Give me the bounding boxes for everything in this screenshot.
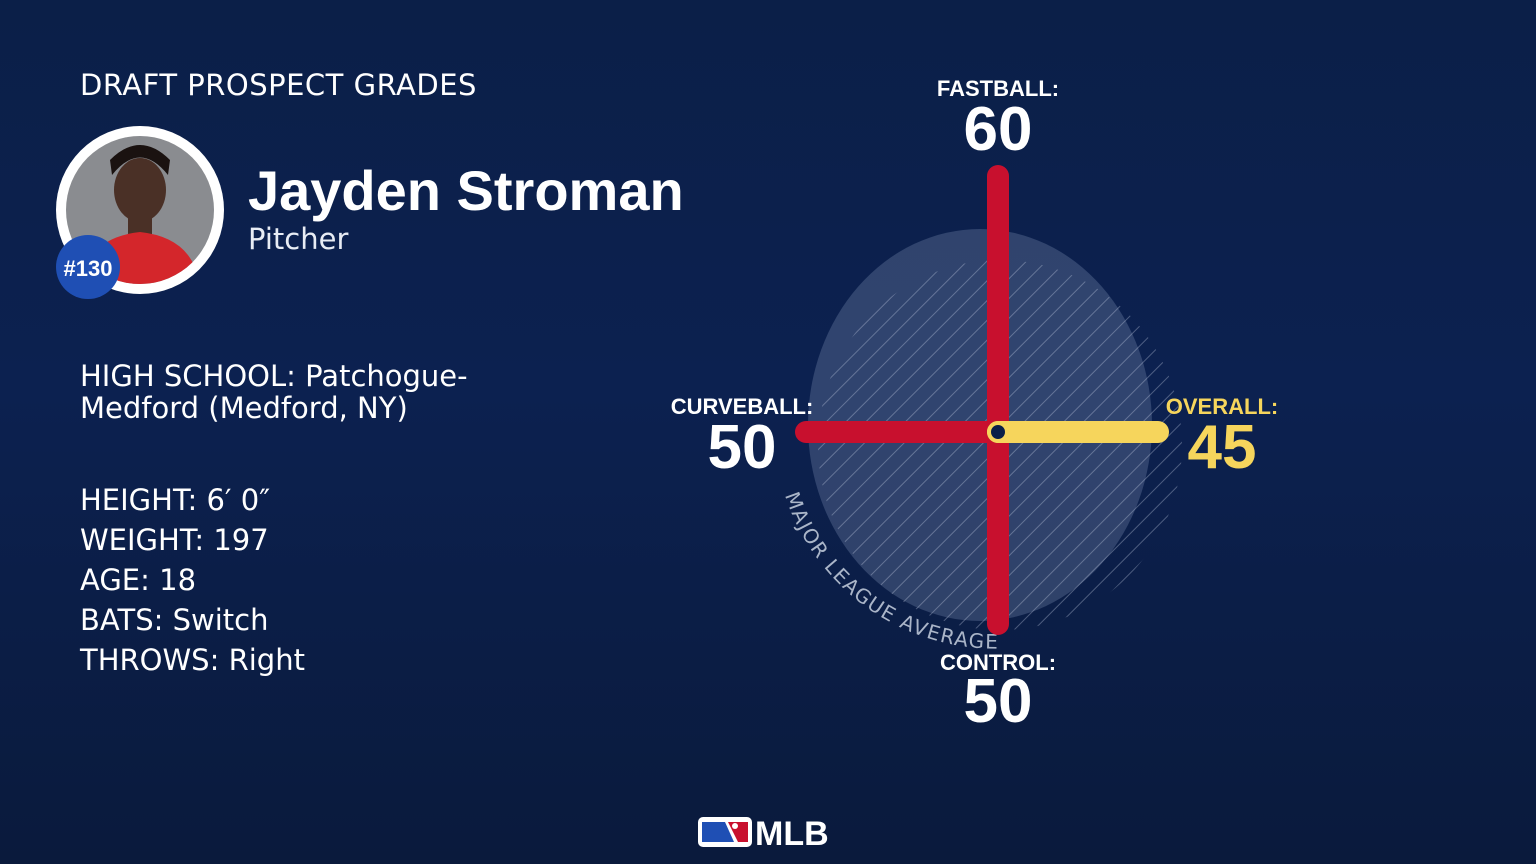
school: HIGH SCHOOL: Patchogue-Medford (Medford,… [80,360,520,424]
grade-value: 50 [964,667,1033,736]
details: HEIGHT: 6′ 0″ WEIGHT: 197 AGE: 18 BATS: Swi… [80,480,305,680]
detail-row: HEIGHT: 6′ 0″ [80,480,305,520]
grade-value: 50 [708,413,777,482]
school-label: HIGH SCHOOL: [80,359,296,393]
detail-value: Switch [172,603,269,637]
detail-row: THROWS: Right [80,640,305,680]
detail-value: 6′ 0″ [206,483,271,517]
player-position: Pitcher [248,222,349,256]
detail-value: Right [228,643,305,677]
detail-label: WEIGHT: [80,523,205,557]
detail-label: HEIGHT: [80,483,198,517]
detail-row: BATS: Switch [80,600,305,640]
grade-value: 45 [1188,413,1257,482]
grade-label: CURVEBALL: [671,394,814,419]
detail-value: 18 [159,563,197,597]
player-name: Jayden Stroman [248,159,684,222]
grade-label: FASTBALL: [937,76,1059,101]
detail-label: AGE: [80,563,150,597]
rank-badge [56,235,120,299]
detail-label: BATS: [80,603,164,637]
title: DRAFT PROSPECT GRADES [80,68,477,102]
detail-row: AGE: 18 [80,560,305,600]
center-dot [987,421,1009,443]
grades: FASTBALL:60CURVEBALL:50CONTROL:50OVERALL… [671,76,1279,736]
grade-label: CONTROL: [940,650,1056,675]
detail-value: 197 [213,523,269,557]
logo-text: MLB [755,815,829,853]
detail-row: WEIGHT: 197 [80,520,305,560]
logo: MLB [698,815,829,853]
grade-label: OVERALL: [1166,394,1278,419]
rank: #130 [64,256,113,281]
school-value: Patchogue-Medford (Medford, NY) [80,359,468,425]
detail-label: THROWS: [80,643,220,677]
grade-value: 60 [964,95,1033,164]
